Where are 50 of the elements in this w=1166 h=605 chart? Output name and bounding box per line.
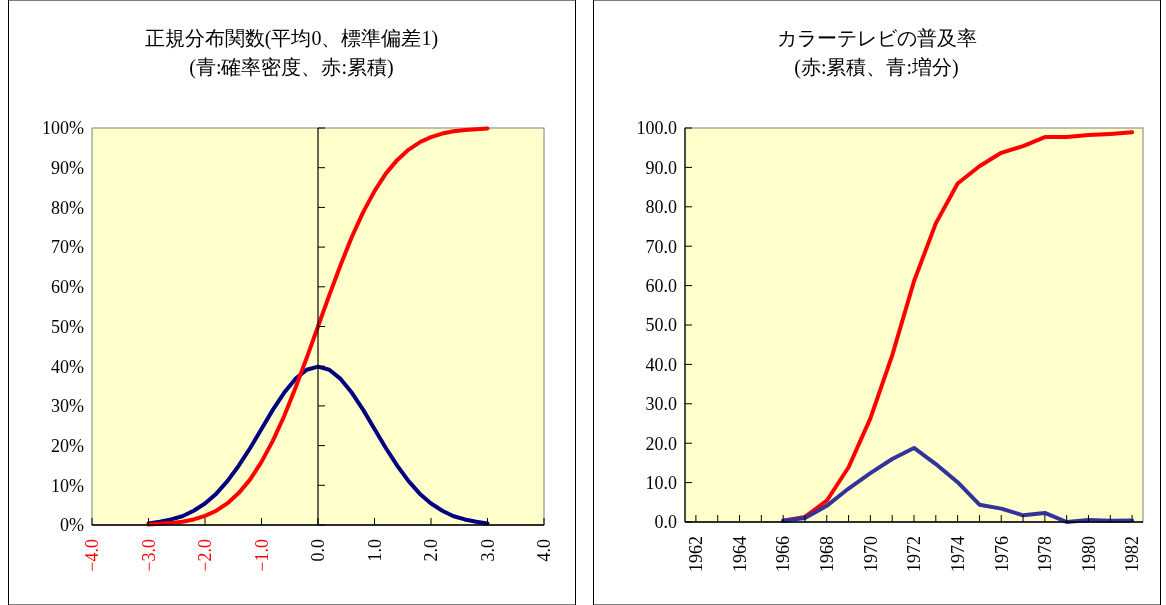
y-tick-label: 20.0 [645,433,677,454]
x-tick-label: −3.0 [138,539,159,572]
line-series [146,126,490,527]
y-tick-label: 100.0 [636,118,677,139]
y-tick-label: 30% [51,396,84,417]
x-tick-label: 1980 [1078,536,1099,572]
chart-subtitle: (青:確率密度、赤:累積) [189,56,394,79]
line-series [146,364,490,526]
y-tick-label: 20% [51,435,84,456]
x-tick-label: −1.0 [251,539,272,572]
x-tick-label: 2.0 [421,539,442,562]
y-tick-label: 0% [60,515,84,536]
x-tick-label: 1968 [817,536,838,572]
y-tick-label: 60% [51,277,84,298]
y-tick-label: 10% [51,475,84,496]
x-tick-label: 1978 [1035,536,1056,572]
y-tick-label: 30.0 [645,394,677,415]
y-tick-label: 40.0 [645,354,677,375]
y-tick-label: 60.0 [645,275,677,296]
x-tick-label: 1964 [729,536,750,572]
chart-title: カラーテレビの普及率 [776,27,977,49]
x-tick-label: 1.0 [364,539,385,562]
y-tick-label: 90% [51,158,84,178]
x-tick-label: 3.0 [477,539,498,562]
x-tick-label: 4.0 [534,539,555,562]
x-tick-label: −4.0 [82,539,103,572]
x-tick-label: 1970 [860,536,881,572]
x-tick-label: 1974 [947,536,968,572]
y-tick-label: 50% [51,316,84,337]
x-tick-label: −2.0 [195,539,216,572]
chart-title: 正規分布関数(平均0、標準偏差1) [144,27,439,50]
line-series [781,445,1135,524]
y-tick-label: 50.0 [645,315,677,336]
y-tick-label: 90.0 [645,157,677,178]
y-tick-label: 70% [51,237,84,258]
y-tick-label: 0.0 [654,512,677,533]
x-tick-label: 1962 [686,536,707,572]
x-tick-label: 1966 [773,536,794,572]
line-series [781,130,1135,523]
x-tick-label: 1972 [904,536,925,572]
chart-subtitle: (赤:累積、青:増分) [794,56,959,79]
y-tick-label: 10.0 [645,472,677,493]
x-tick-label: 1976 [991,536,1012,572]
y-tick-label: 80.0 [645,197,677,218]
y-tick-label: 40% [51,356,84,377]
x-tick-label: 1982 [1122,536,1143,572]
y-tick-label: 100% [42,118,84,139]
y-tick-label: 80% [51,197,84,218]
y-tick-label: 70.0 [645,236,677,257]
x-tick-label: 0.0 [308,539,329,562]
